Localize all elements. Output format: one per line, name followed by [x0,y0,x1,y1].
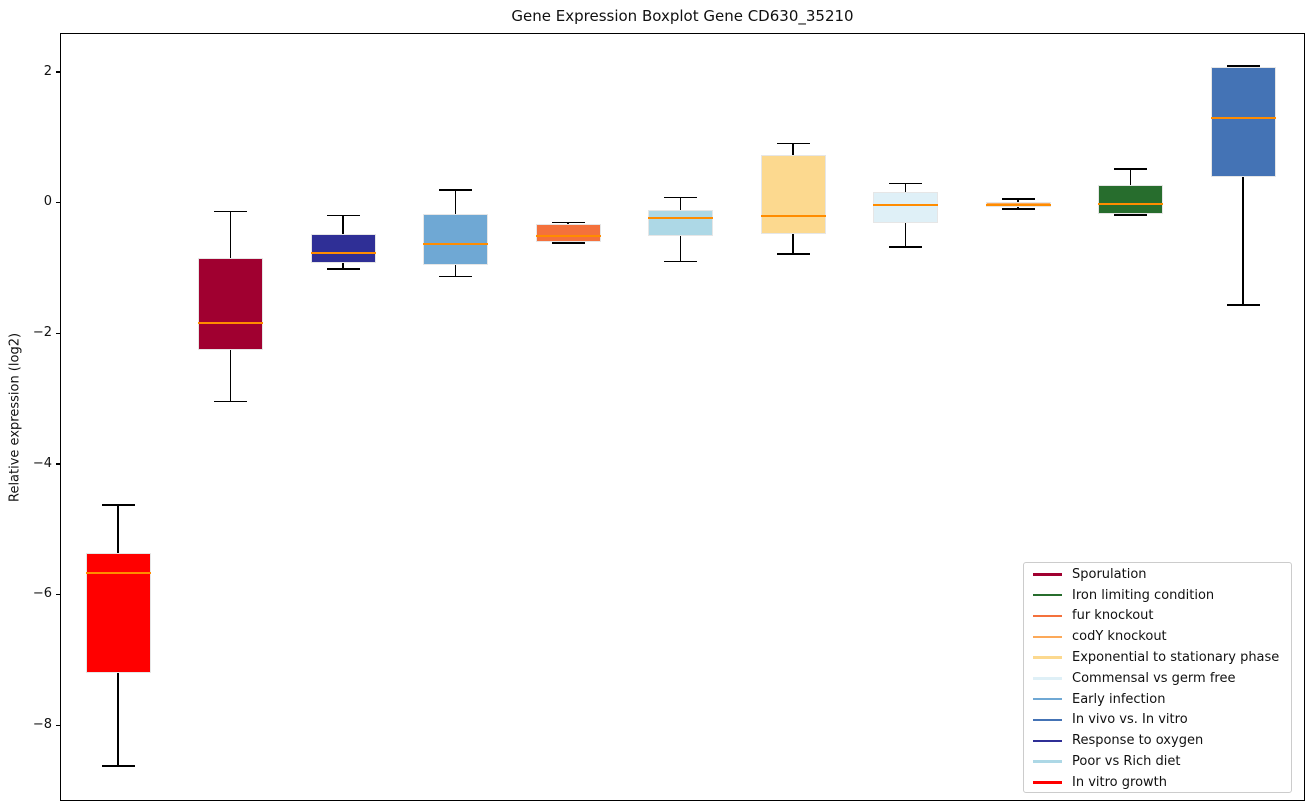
whisker-cap-bottom [214,400,247,403]
y-tick-mark [56,463,60,465]
whisker-cap-bottom [326,268,360,270]
legend-item-early-infection: Early infection [1033,689,1282,710]
legend-swatch [1033,697,1062,701]
whisker-cap-top [101,504,135,506]
whisker-cap-top [1001,198,1035,200]
legend-label: Poor vs Rich diet [1072,754,1181,770]
y-tick-label: −6 [32,586,52,602]
legend-swatch [1033,760,1062,763]
box-rect [760,155,826,235]
y-tick-label: 2 [43,63,52,79]
median-line [873,204,938,207]
legend-item-cody-knockout: codY knockout [1033,626,1282,647]
y-tick-label: −2 [32,324,52,340]
legend-item-poor-vs-rich-diet: Poor vs Rich diet [1033,751,1282,772]
legend-label: Iron limiting condition [1072,587,1215,603]
y-tick-label: −4 [32,455,52,471]
y-tick-label: −8 [32,716,52,732]
whisker-cap-bottom [889,246,922,248]
legend-item-in-vivo-vs-in-vitro: In vivo vs. In vitro [1033,710,1282,731]
legend-swatch [1033,781,1062,784]
median-line [1098,202,1163,205]
whisker-cap-bottom [1226,304,1260,306]
plot-area [60,33,1305,801]
legend-item-exponential-to-stationary-phase: Exponential to stationary phase [1033,647,1282,668]
median-line [310,252,376,255]
box-rect [1210,67,1276,177]
box-rect [535,224,601,242]
box-rect [423,213,488,266]
legend-swatch [1033,739,1062,743]
box-rect [85,553,151,674]
chart-title: Gene Expression Boxplot Gene CD630_35210 [511,7,854,25]
legend-item-commensal-vs-germ-free: Commensal vs germ free [1033,668,1282,689]
median-line [198,321,263,324]
box-rect [310,233,376,264]
legend-item-iron-limiting-condition: Iron limiting condition [1033,585,1282,606]
box-rect [198,258,263,351]
median-line [85,572,151,575]
legend-swatch [1033,593,1062,597]
y-tick-mark [56,71,60,73]
legend-swatch [1033,677,1062,680]
legend-label: In vivo vs. In vitro [1072,712,1188,728]
legend-label: fur knockout [1072,608,1154,624]
whisker-cap-top [551,221,585,224]
median-line [535,234,601,237]
legend-label: Commensal vs germ free [1072,670,1236,686]
legend-swatch [1033,656,1062,659]
whisker-cap-top [326,214,360,217]
median-line [985,204,1051,207]
legend-label: In vitro growth [1072,774,1167,790]
legend-item-response-to-oxygen: Response to oxygen [1033,730,1282,751]
median-line [760,214,826,217]
y-tick-label: 0 [43,194,52,210]
whisker-cap-top [889,182,922,185]
legend-swatch [1033,718,1062,722]
legend-label: Response to oxygen [1072,733,1204,749]
box-rect [873,192,938,223]
legend-label: Sporulation [1072,566,1147,582]
whisker-cap-bottom [101,765,135,767]
legend-item-in-vitro-growth: In vitro growth [1033,772,1282,793]
median-line [423,243,488,246]
median-line [648,217,713,220]
legend-item-sporulation: Sporulation [1033,564,1282,585]
y-tick-mark [56,724,60,726]
legend-item-fur-knockout: fur knockout [1033,606,1282,627]
whisker-cap-top [1226,65,1260,67]
legend-label: Exponential to stationary phase [1072,650,1280,666]
whisker-cap-top [214,210,247,213]
box-rect [648,210,713,236]
y-axis-label: Relative expression (log2) [7,332,23,502]
legend: Sporulation Iron limiting condition fur kn… [1023,562,1292,793]
y-tick-mark [56,332,60,335]
whisker-cap-bottom [1114,214,1147,216]
whisker-cap-top [439,189,472,191]
whisker-cap-top [776,142,810,145]
y-tick-mark [56,593,60,596]
y-tick-mark [56,202,60,204]
whisker-cap-bottom [1001,208,1035,210]
box-rect [1098,184,1163,214]
whisker-line [1242,66,1244,306]
whisker-cap-bottom [664,260,697,262]
legend-label: codY knockout [1072,629,1167,645]
whisker-cap-bottom [439,275,472,278]
whisker-cap-top [1114,168,1147,170]
whisker-cap-top [664,196,697,198]
legend-swatch [1033,573,1062,576]
median-line [1210,117,1276,120]
whisker-cap-bottom [551,242,585,244]
legend-label: Early infection [1072,691,1166,707]
whisker-cap-bottom [776,253,810,255]
legend-swatch [1033,635,1062,639]
legend-swatch [1033,614,1062,618]
